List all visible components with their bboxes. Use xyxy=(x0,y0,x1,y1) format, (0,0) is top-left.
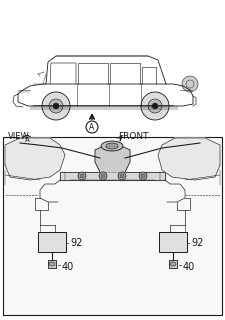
Polygon shape xyxy=(158,138,220,180)
Text: A: A xyxy=(89,123,95,132)
Circle shape xyxy=(101,174,105,178)
Circle shape xyxy=(80,174,84,178)
Ellipse shape xyxy=(170,262,176,266)
Bar xyxy=(38,232,66,252)
Circle shape xyxy=(42,92,70,120)
Text: A: A xyxy=(25,137,29,143)
Text: FRONT: FRONT xyxy=(118,132,148,141)
Polygon shape xyxy=(95,142,130,172)
Polygon shape xyxy=(60,172,165,180)
Text: 40: 40 xyxy=(183,262,195,272)
Text: 40: 40 xyxy=(62,262,74,272)
Circle shape xyxy=(49,99,63,113)
Text: 92: 92 xyxy=(191,238,203,248)
Circle shape xyxy=(78,172,86,180)
Circle shape xyxy=(99,172,107,180)
Ellipse shape xyxy=(101,141,123,151)
Circle shape xyxy=(148,99,162,113)
Polygon shape xyxy=(5,138,65,180)
Bar xyxy=(3,137,222,315)
Circle shape xyxy=(53,103,59,109)
Bar xyxy=(169,260,177,268)
Circle shape xyxy=(141,174,145,178)
Ellipse shape xyxy=(49,262,55,266)
Circle shape xyxy=(182,76,198,92)
Bar xyxy=(48,260,56,268)
Circle shape xyxy=(152,103,158,109)
Circle shape xyxy=(120,174,124,178)
Circle shape xyxy=(118,172,126,180)
Text: 92: 92 xyxy=(70,238,82,248)
Circle shape xyxy=(139,172,147,180)
Text: VIEW: VIEW xyxy=(8,132,30,141)
Circle shape xyxy=(141,92,169,120)
Bar xyxy=(159,232,187,252)
Ellipse shape xyxy=(106,143,118,149)
